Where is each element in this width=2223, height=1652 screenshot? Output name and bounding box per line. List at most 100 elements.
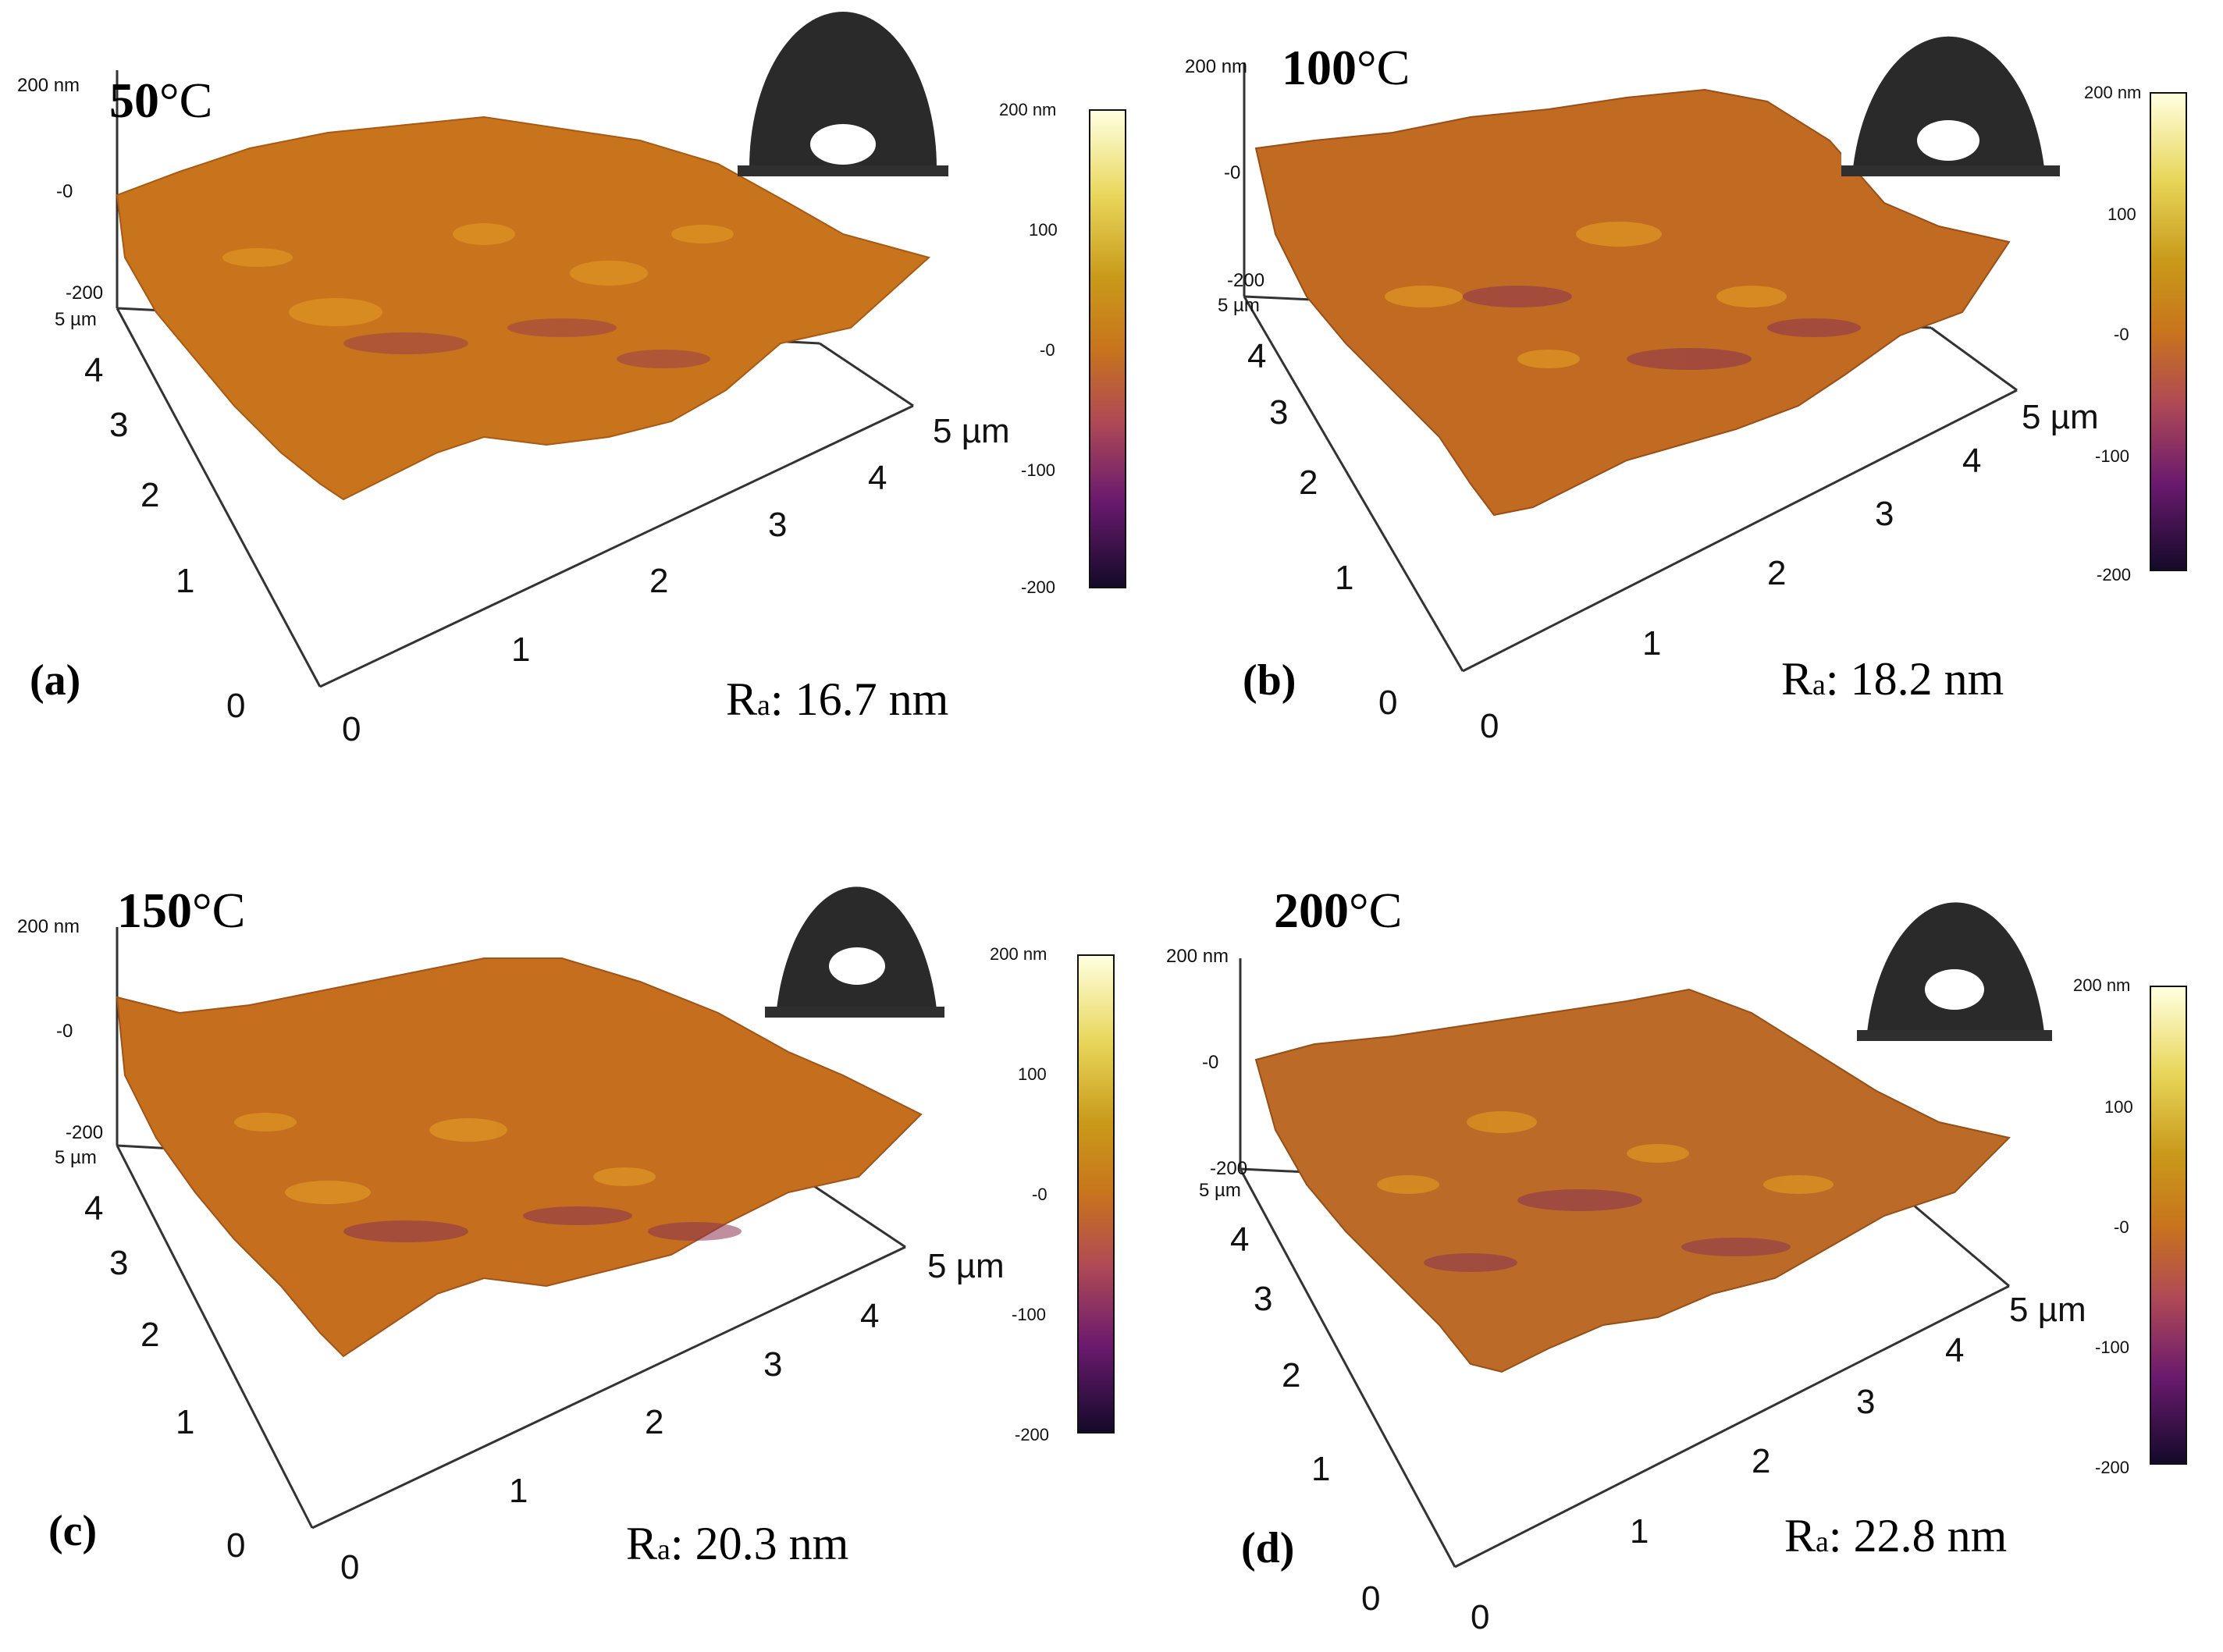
colorbar-tick-0: 200 nm	[999, 100, 1057, 119]
afm-surface-plot	[116, 861, 944, 1529]
surface-shadows	[343, 318, 710, 368]
colorbar-tick-2: -0	[1032, 1185, 1047, 1204]
x-tick-3: 3	[1875, 495, 1894, 533]
water-droplet	[1841, 16, 2060, 176]
z-tick-top: 200 nm	[1185, 56, 1248, 77]
panel-d: 200°C (d) Ra: 22.8 nm 200 nm -0 -200 0 1…	[1112, 826, 2223, 1651]
x-tick-0: 0	[1471, 1598, 1490, 1636]
afm-surface-plot	[1239, 876, 2052, 1569]
z-tick-mid: -0	[56, 181, 73, 202]
x-tick-5: 5 µm	[933, 412, 1010, 450]
colorbar-tick-2: -0	[2114, 1217, 2129, 1237]
afm-surface	[1254, 988, 2011, 1373]
x-tick-5: 5 µm	[927, 1247, 1005, 1285]
x-tick-5: 5 µm	[2022, 398, 2099, 436]
afm-surface-plot	[1243, 16, 2060, 673]
roughness-label: Ra: 20.3 nm	[626, 1518, 849, 1569]
y-tick-3: 3	[109, 406, 129, 444]
y-tick-0: 0	[1378, 684, 1398, 722]
panel-b: 100°C (b) Ra: 18.2 nm 200 nm -0 -200 0 1…	[1112, 0, 2223, 826]
z-tick-bot: -200	[1210, 1158, 1248, 1179]
y-tick-5: 5 µm	[1218, 295, 1260, 316]
z-tick-top: 200 nm	[1166, 946, 1229, 967]
colorbar-tick-2: -0	[2114, 325, 2129, 344]
water-droplet	[1857, 876, 2052, 1041]
surface-highlights	[1377, 1111, 1834, 1194]
y-tick-5: 5 µm	[55, 1147, 97, 1168]
colorbar-tick-0: 200 nm	[990, 944, 1047, 964]
panel-label: (c)	[48, 1507, 98, 1555]
z-tick-top: 200 nm	[17, 916, 80, 937]
roughness-label: Ra: 22.8 nm	[1784, 1510, 2008, 1561]
afm-surface	[1254, 88, 2011, 517]
afm-surface	[116, 115, 931, 501]
x-tick-2: 2	[645, 1403, 664, 1441]
panel-label: (a)	[30, 656, 81, 705]
colorbar-tick-1: 100	[2104, 1097, 2133, 1117]
colorbar-tick-0: 200 nm	[2073, 975, 2131, 995]
temperature-label: 50°C	[109, 73, 213, 128]
colorbar-tick-3: -100	[1012, 1305, 1047, 1324]
x-tick-2: 2	[1752, 1442, 1771, 1480]
colorbar-tick-4: -200	[2095, 1458, 2130, 1477]
x-tick-3: 3	[763, 1345, 783, 1384]
panel-c: 150°C (c) Ra: 20.3 nm 200 nm -0 -200 0 1…	[0, 826, 1115, 1651]
colorbar-tick-1: 100	[1029, 220, 1058, 240]
colorbar-tick-4: -200	[2097, 565, 2132, 584]
colorbar-tick-3: -100	[2095, 1338, 2130, 1357]
colorbar-tick-4: -200	[1021, 577, 1056, 597]
temperature-label: 150°C	[117, 883, 246, 938]
surface-shadows	[1463, 286, 1861, 370]
y-tick-0: 0	[226, 687, 246, 725]
x-tick-2: 2	[649, 562, 669, 600]
y-tick-2: 2	[140, 1316, 160, 1354]
y-tick-5: 5 µm	[55, 309, 97, 330]
x-tick-4: 4	[1962, 442, 1982, 480]
panel-label: (b)	[1243, 656, 1296, 705]
water-droplet	[738, 12, 948, 176]
z-tick-bot: -200	[66, 1122, 104, 1143]
z-tick-top: 200 nm	[17, 75, 80, 96]
y-tick-3: 3	[1269, 393, 1289, 432]
temperature-label: 100°C	[1282, 40, 1410, 95]
colorbar-tick-1: 100	[2107, 204, 2136, 224]
surface-shadows	[343, 1206, 742, 1242]
x-tick-4: 4	[1945, 1331, 1965, 1370]
panel-label: (d)	[1241, 1524, 1295, 1572]
colorbar-tick-3: -100	[2095, 446, 2130, 466]
y-tick-1: 1	[176, 562, 195, 600]
colorbar	[1089, 109, 1126, 588]
colorbar	[2150, 92, 2187, 571]
y-tick-4: 4	[1230, 1220, 1250, 1259]
z-tick-bot: -200	[66, 282, 104, 304]
colorbar-tick-1: 100	[1018, 1064, 1047, 1084]
y-tick-4: 4	[84, 1189, 104, 1227]
y-tick-2: 2	[1282, 1356, 1301, 1394]
surface-shadows	[1424, 1189, 1791, 1272]
x-tick-2: 2	[1767, 554, 1787, 592]
x-tick-5: 5 µm	[2009, 1291, 2086, 1329]
y-tick-5: 5 µm	[1199, 1180, 1241, 1201]
x-tick-1: 1	[511, 631, 531, 669]
z-tick-mid: -0	[56, 1021, 73, 1042]
x-tick-1: 1	[509, 1472, 528, 1510]
y-tick-0: 0	[1361, 1579, 1381, 1618]
surface-highlights	[234, 1113, 656, 1204]
water-droplet	[765, 861, 944, 1018]
x-tick-1: 1	[1642, 624, 1662, 663]
colorbar	[2150, 986, 2187, 1465]
roughness-label: Ra: 16.7 nm	[726, 673, 949, 725]
roughness-label: Ra: 18.2 nm	[1781, 653, 2004, 705]
y-tick-1: 1	[1311, 1450, 1331, 1488]
y-tick-4: 4	[84, 351, 104, 389]
y-tick-3: 3	[109, 1244, 129, 1282]
surface-highlights	[1385, 222, 1787, 368]
y-tick-1: 1	[176, 1403, 195, 1441]
x-tick-1: 1	[1630, 1512, 1649, 1551]
surface-highlights	[222, 223, 734, 326]
y-tick-2: 2	[140, 476, 160, 514]
colorbar	[1077, 954, 1115, 1434]
colorbar-tick-3: -100	[1021, 460, 1056, 480]
x-tick-3: 3	[1856, 1383, 1876, 1421]
x-tick-3: 3	[768, 506, 788, 544]
